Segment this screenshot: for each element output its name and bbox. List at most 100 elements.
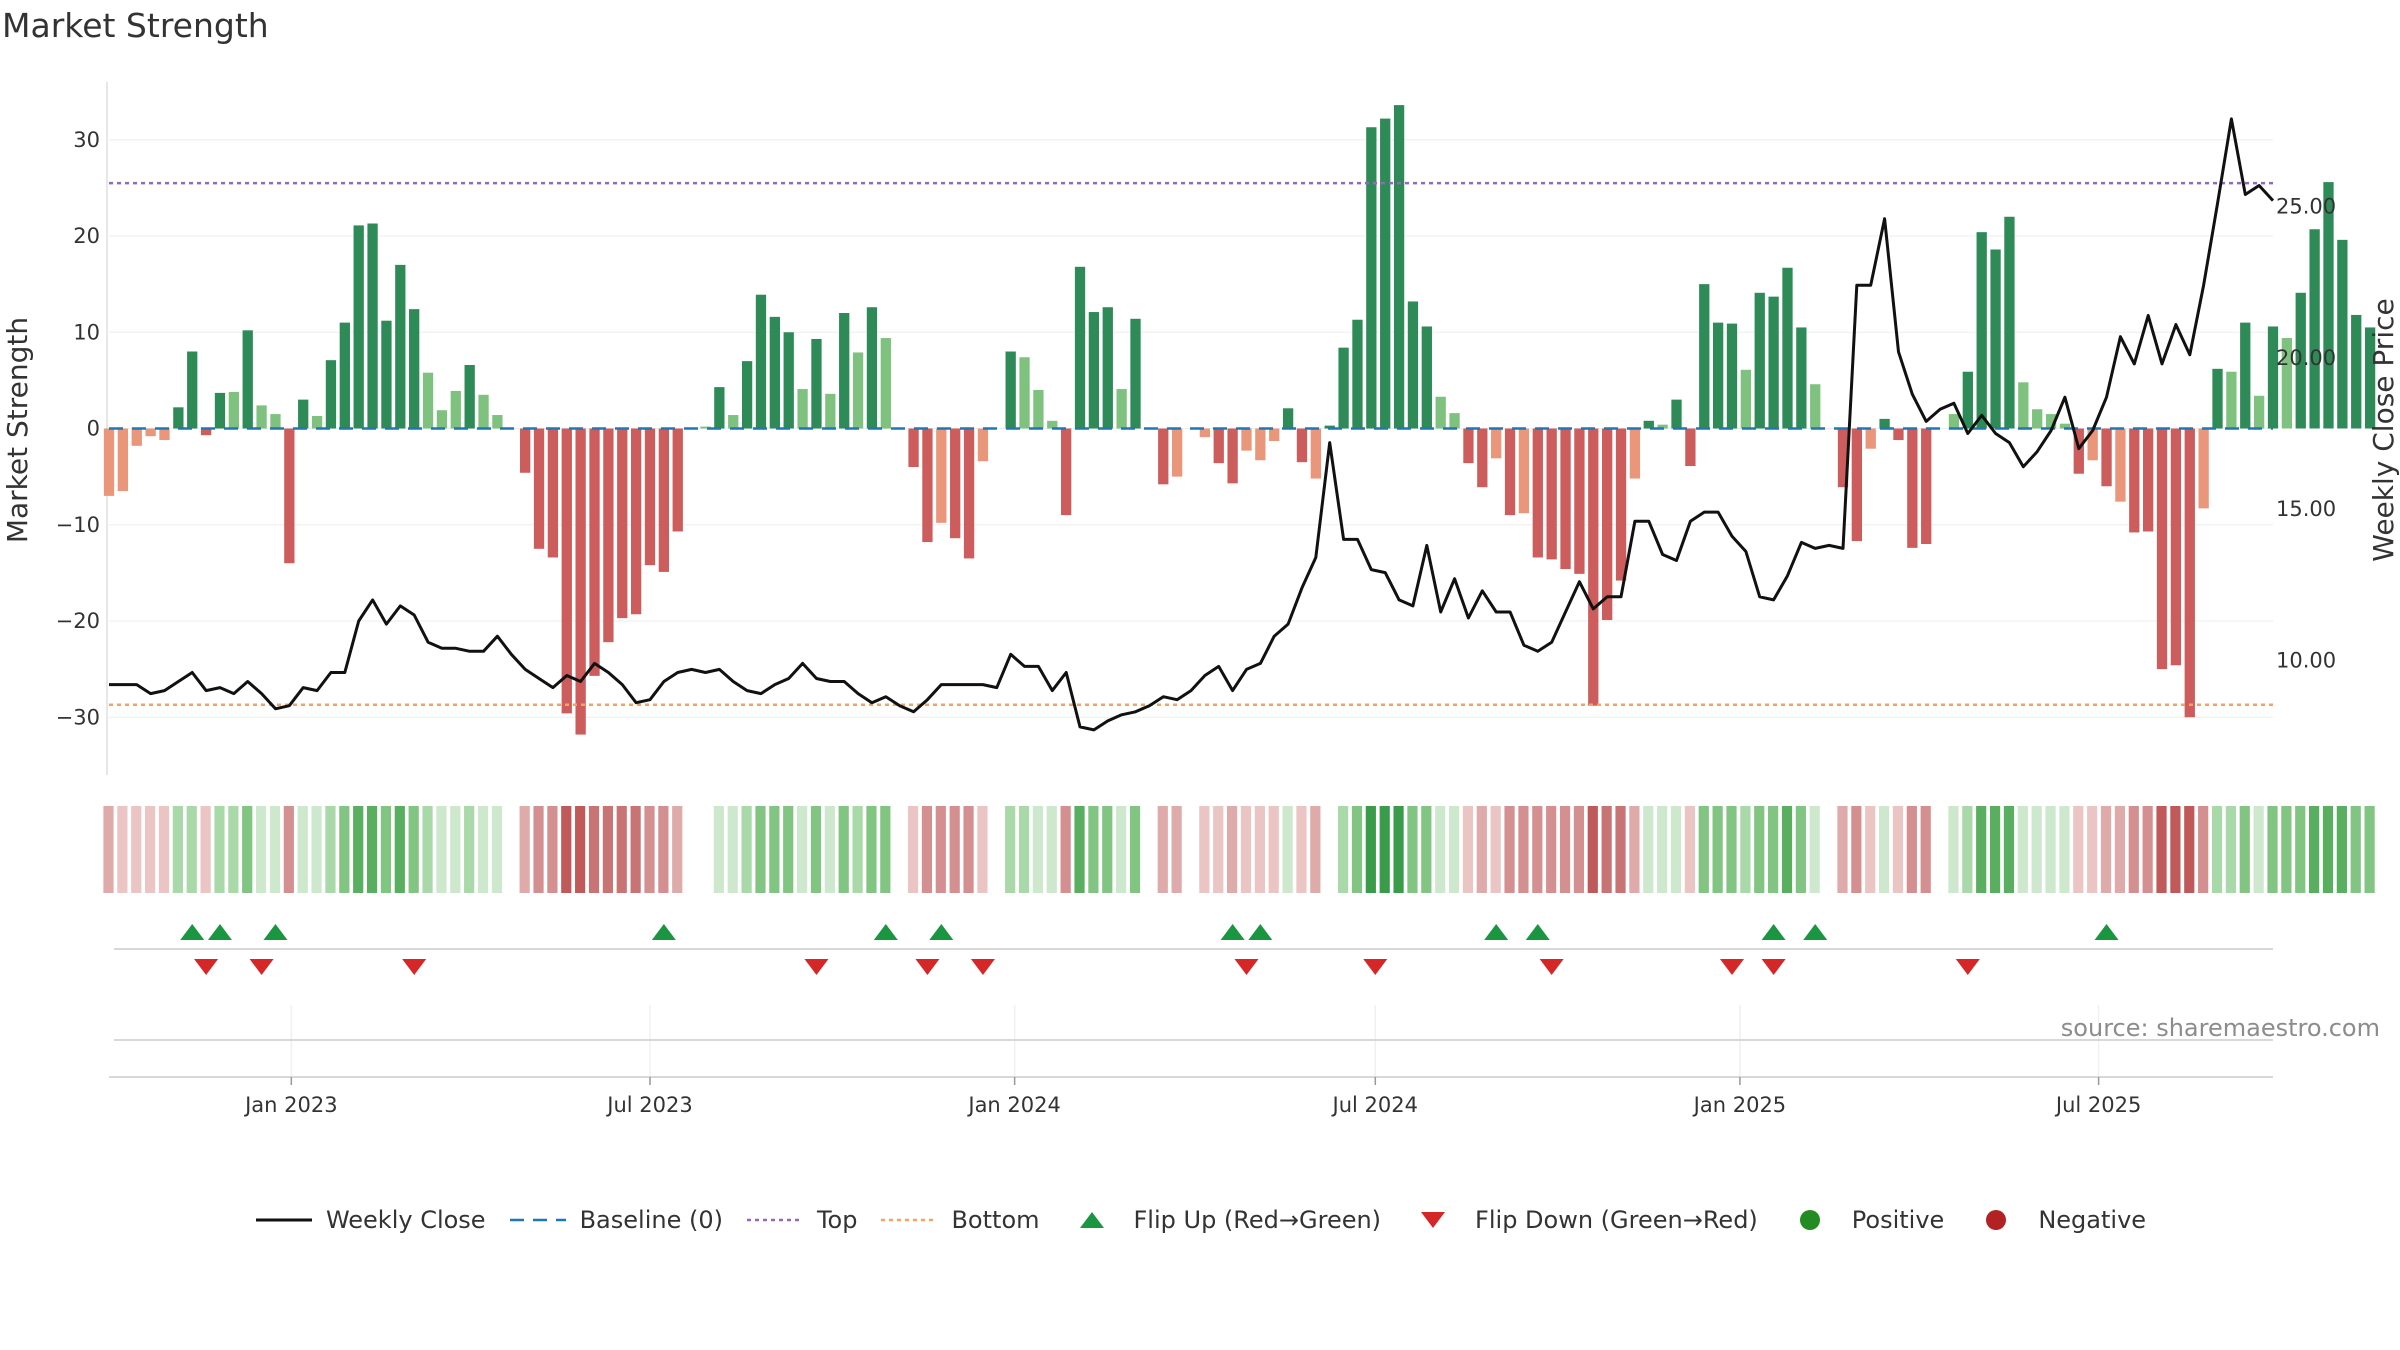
strip-cell [1906, 806, 1917, 893]
strip-cell [283, 806, 294, 893]
strength-bar [159, 428, 170, 441]
strip-cell [103, 806, 114, 893]
strip-cell [200, 806, 211, 893]
strip-cell [907, 806, 919, 893]
strip-cell [228, 806, 239, 893]
strip-cell [464, 806, 475, 893]
legend-label: Positive [1851, 1206, 1945, 1234]
y-tick-label: 10 [73, 320, 100, 344]
flip-down-marker [249, 959, 274, 975]
strength-bar [811, 338, 822, 429]
strip-cell [422, 806, 433, 893]
strength-bar [1421, 326, 1432, 429]
strip-cell [1254, 806, 1265, 893]
strip-cell [2295, 806, 2306, 893]
strength-bar [547, 428, 559, 558]
flip-up-marker [180, 924, 205, 940]
legend-item-top[interactable]: Top [745, 1206, 857, 1234]
flip-up-marker [1761, 924, 1786, 940]
strip-cell [949, 806, 960, 893]
strength-bar [1102, 307, 1113, 429]
strip-cell [145, 806, 156, 893]
strength-bar [1199, 428, 1211, 438]
flip-up-marker [1525, 924, 1550, 940]
strip-cell [783, 806, 794, 893]
strip-cell [1032, 806, 1044, 893]
strip-cell [2364, 806, 2375, 893]
strength-bar [2295, 292, 2306, 429]
y-tick-label: −10 [56, 513, 100, 537]
strip-cell [1490, 806, 1501, 893]
legend-item-flip_down[interactable]: Flip Down (Green→Red) [1403, 1206, 1758, 1234]
strength-bar [1504, 428, 1516, 516]
x-tick-label: Jul 2024 [1331, 1093, 1418, 1117]
strength-bar [1657, 424, 1668, 429]
strength-bar [936, 428, 947, 523]
source-note: source: sharemaestro.com [2060, 1014, 2380, 1042]
strength-bar [769, 316, 780, 429]
strength-bar [228, 391, 239, 429]
strength-bar [1296, 428, 1308, 463]
strip-cell [1074, 806, 1085, 893]
strength-bar [1380, 118, 1391, 429]
strip-cell [339, 806, 350, 893]
strip-cell [1559, 806, 1571, 893]
strength-bar [1893, 428, 1904, 441]
strip-cell [519, 806, 530, 893]
legend-item-positive[interactable]: Positive [1780, 1206, 1945, 1234]
strength-bar [187, 351, 198, 429]
legend-item-bottom[interactable]: Bottom [879, 1206, 1040, 1234]
strip-cell [1379, 806, 1390, 893]
strength-bar [2032, 409, 2043, 429]
strip-cell [1337, 806, 1349, 893]
strength-bar [617, 428, 628, 619]
strength-bar [1796, 327, 1807, 429]
strip-cell [1601, 806, 1612, 893]
strength-bar [922, 428, 933, 543]
strength-bar [173, 407, 184, 429]
strength-bar [520, 428, 531, 473]
strip-cell [2128, 806, 2139, 893]
strength-bar [575, 428, 586, 735]
strip-cell [921, 806, 933, 893]
strength-bar [1269, 428, 1280, 442]
strength-bar [1338, 347, 1349, 429]
strength-bar [630, 428, 642, 615]
strength-bar [1282, 408, 1294, 429]
strip-cell [769, 806, 780, 893]
strength-bar [2115, 428, 2126, 502]
strip-cell [838, 806, 849, 893]
strength-bar [1019, 357, 1030, 429]
strip-cell [1282, 806, 1293, 893]
strength-bar [492, 415, 503, 429]
x-tick-label: Jul 2025 [2054, 1093, 2141, 1117]
strip-cell [1351, 806, 1363, 893]
strength-bar [2073, 428, 2084, 474]
x-axis-ticks: Jan 2023 Jul 2023 Jan 2024 Jul 2024 Jan 2025… [243, 1077, 2141, 1117]
strength-bar [1976, 232, 1987, 429]
strength-bar [1130, 318, 1141, 429]
triangle-up-icon [1079, 1212, 1104, 1228]
strength-bar [1712, 322, 1724, 429]
legend-item-flip_up[interactable]: Flip Up (Red→Green) [1062, 1206, 1381, 1234]
legend-item-close[interactable]: Weekly Close [254, 1206, 486, 1234]
y-tick-label: 30 [73, 128, 100, 152]
strip-cell [214, 806, 225, 893]
strip-cell [991, 806, 1002, 893]
strip-cell [561, 806, 572, 893]
strength-bar [1560, 428, 1571, 570]
strength-bar [1879, 418, 1890, 429]
strip-cell [1060, 806, 1071, 893]
strength-bar [2184, 428, 2195, 718]
strip-cell [1018, 806, 1030, 893]
strip-cell [575, 806, 586, 893]
strength-bar [1782, 267, 1793, 429]
flip-down-marker [194, 959, 219, 975]
strip-cell [366, 806, 378, 893]
legend-item-baseline[interactable]: Baseline (0) [508, 1206, 723, 1234]
grid-layer [106, 82, 2273, 1077]
legend-item-negative[interactable]: Negative [1966, 1206, 2146, 1234]
strength-bar [1921, 428, 1932, 544]
y-tick-label: 0 [87, 417, 100, 441]
strip-cell [2156, 806, 2167, 893]
